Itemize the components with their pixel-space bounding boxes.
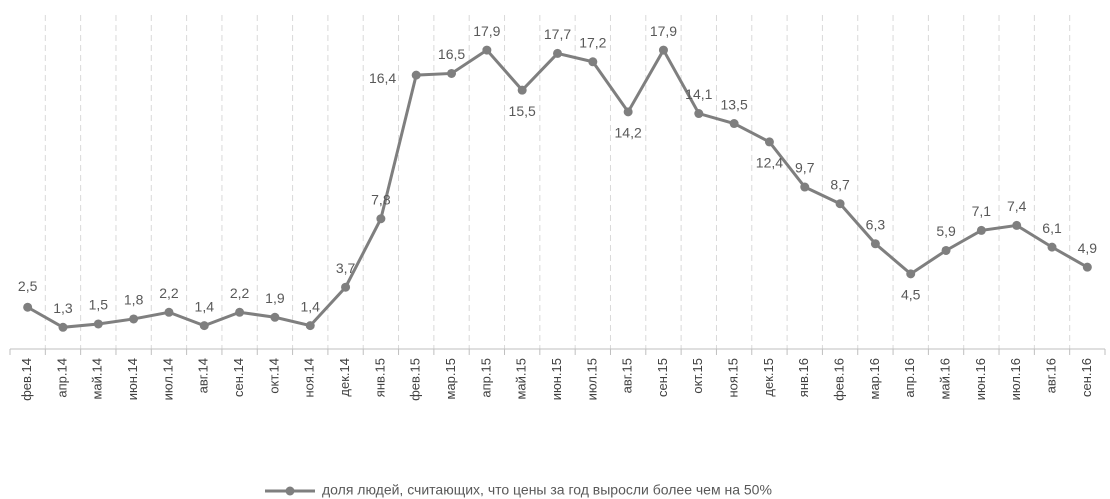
data-label: 14,1	[685, 86, 712, 102]
data-label: 8,7	[830, 176, 850, 192]
data-label: 7,8	[371, 191, 391, 207]
x-tick-label: май.14	[90, 358, 105, 400]
marker	[482, 45, 492, 55]
data-label: 1,9	[265, 290, 285, 306]
marker	[835, 199, 845, 209]
marker	[729, 119, 739, 129]
x-tick-label: окт.14	[266, 358, 281, 394]
data-label: 16,4	[369, 70, 396, 86]
x-tick-label: авг.16	[1043, 358, 1058, 393]
data-label: 1,4	[301, 298, 321, 314]
x-tick-label: сен.16	[1079, 358, 1094, 397]
marker	[93, 319, 103, 329]
marker	[305, 321, 315, 331]
data-label: 17,2	[579, 34, 606, 50]
data-label: 17,9	[650, 23, 677, 39]
x-tick-label: сен.15	[655, 358, 670, 397]
marker	[270, 312, 280, 322]
data-label: 1,8	[124, 292, 144, 308]
x-tick-label: янв.16	[796, 358, 811, 397]
marker	[199, 321, 209, 331]
data-label: 9,7	[795, 160, 815, 176]
x-tick-label: апр.14	[54, 358, 69, 398]
data-label: 3,7	[336, 260, 356, 276]
data-label: 6,3	[866, 216, 886, 232]
x-tick-label: фев.14	[19, 358, 34, 401]
x-tick-label: июн.14	[125, 358, 140, 400]
x-tick-label: ноя.15	[726, 358, 741, 398]
marker	[764, 137, 774, 147]
marker	[870, 239, 880, 249]
legend-label: доля людей, считающих, что цены за год в…	[322, 482, 772, 498]
marker	[235, 307, 245, 317]
marker	[694, 109, 704, 119]
x-tick-label: апр.15	[478, 358, 493, 398]
marker	[658, 45, 668, 55]
data-label: 15,5	[509, 103, 536, 119]
x-tick-label: июл.15	[584, 358, 599, 400]
marker	[447, 68, 457, 78]
x-tick-label: авг.15	[620, 358, 635, 393]
x-tick-label: мар.16	[867, 358, 882, 399]
data-label: 4,9	[1078, 240, 1098, 256]
x-tick-label: июн.16	[973, 358, 988, 400]
data-label: 17,7	[544, 26, 571, 42]
data-label: 2,2	[230, 285, 250, 301]
marker	[23, 302, 33, 312]
x-tick-label: янв.15	[372, 358, 387, 397]
data-label: 12,4	[756, 155, 783, 171]
data-label: 14,2	[615, 125, 642, 141]
x-tick-label: сен.14	[231, 358, 246, 397]
data-label: 2,2	[159, 285, 179, 301]
x-tick-label: ноя.14	[302, 358, 317, 398]
marker	[1082, 262, 1092, 272]
marker	[1047, 242, 1057, 252]
data-label: 1,3	[53, 300, 73, 316]
marker	[517, 85, 527, 95]
data-label: 1,4	[195, 298, 215, 314]
x-tick-label: дек.15	[761, 358, 776, 397]
data-label: 13,5	[720, 96, 747, 112]
x-tick-label: апр.16	[902, 358, 917, 398]
x-tick-label: июл.16	[1008, 358, 1023, 400]
data-label: 5,9	[936, 223, 956, 239]
marker	[906, 269, 916, 279]
x-tick-label: фев.15	[408, 358, 423, 401]
marker	[341, 282, 351, 292]
data-label: 1,5	[89, 297, 109, 313]
x-tick-label: авг.14	[196, 358, 211, 393]
marker	[800, 182, 810, 192]
marker	[58, 322, 68, 332]
data-label: 7,1	[972, 203, 992, 219]
marker	[411, 70, 421, 80]
x-tick-label: июн.15	[549, 358, 564, 400]
x-tick-label: май.16	[937, 358, 952, 400]
marker	[553, 48, 562, 58]
data-label: 6,1	[1042, 220, 1062, 236]
marker	[588, 57, 598, 67]
marker	[164, 307, 174, 317]
x-tick-label: дек.14	[337, 358, 352, 397]
marker	[941, 245, 951, 255]
legend-marker	[285, 486, 295, 496]
marker	[1012, 220, 1022, 230]
marker	[129, 314, 139, 324]
x-tick-label: июл.14	[160, 358, 175, 400]
data-label: 16,5	[438, 46, 465, 62]
data-label: 4,5	[901, 287, 921, 303]
marker	[623, 107, 633, 117]
marker	[376, 214, 386, 224]
data-label: 17,9	[473, 23, 500, 39]
x-tick-label: фев.16	[832, 358, 847, 401]
data-label: 2,5	[18, 278, 38, 294]
marker	[976, 225, 986, 235]
x-tick-label: мар.15	[443, 358, 458, 399]
x-tick-label: май.15	[514, 358, 529, 400]
x-tick-label: окт.15	[690, 358, 705, 394]
data-label: 7,4	[1007, 198, 1027, 214]
